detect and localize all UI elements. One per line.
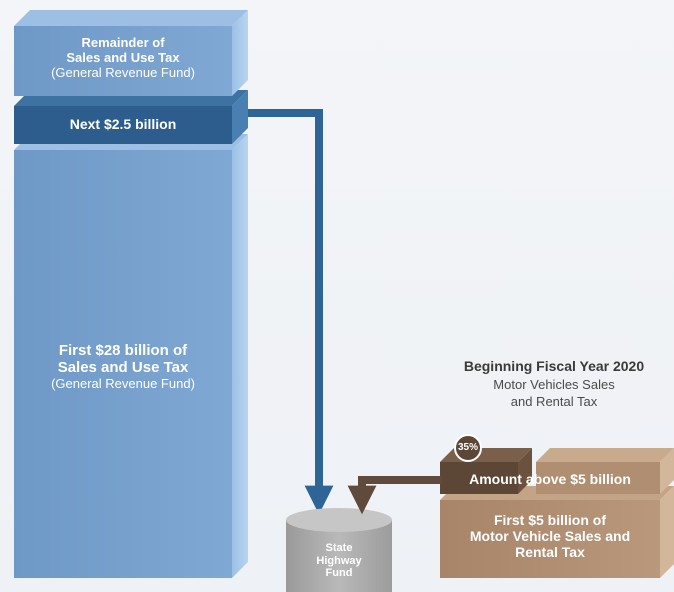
first-28-line3: (General Revenue Fund) bbox=[51, 375, 195, 391]
fund-line1: State bbox=[325, 542, 353, 554]
next-2-5-billion-label: Next $2.5 billion bbox=[14, 116, 232, 132]
first-28-billion-label: First $28 billion of Sales and Use Tax (… bbox=[14, 342, 232, 391]
first-28-billion-block bbox=[14, 134, 248, 578]
motor-vehicle-sub1: Motor Vehicles Sales bbox=[493, 377, 615, 393]
first-28-line2: Sales and Use Tax bbox=[57, 359, 189, 377]
remainder-line2: Sales and Use Tax bbox=[66, 49, 180, 65]
brown-arrow bbox=[347, 476, 442, 515]
motor-vehicle-heading-group: Beginning Fiscal Year 2020 Motor Vehicle… bbox=[436, 358, 672, 410]
remainder-label: Remainder of Sales and Use Tax (General … bbox=[14, 35, 232, 81]
fund-line2: Highway bbox=[316, 554, 362, 567]
percent-badge bbox=[454, 434, 482, 462]
next-label-text: Next $2.5 billion bbox=[69, 116, 177, 132]
next-2-5-billion-block bbox=[14, 90, 248, 144]
percent-badge-label: 35% bbox=[455, 442, 481, 454]
percent-text: 35% bbox=[457, 442, 478, 453]
blue-arrow bbox=[248, 109, 334, 515]
motor-vehicle-sub2: and Rental Tax bbox=[510, 394, 598, 410]
first-5-line3: Rental Tax bbox=[515, 544, 585, 561]
amount-above-text: Amount above $5 billion bbox=[469, 471, 631, 487]
above-remainder-portion bbox=[536, 448, 674, 494]
amount-above-label: Amount above $5 billion bbox=[440, 471, 660, 487]
first-28-line1: First $28 billion of bbox=[58, 342, 188, 359]
first-5-billion-label: First $5 billion of Motor Vehicle Sales … bbox=[440, 512, 660, 560]
state-highway-fund-label: State Highway Fund bbox=[286, 542, 392, 580]
remainder-line3: (General Revenue Fund) bbox=[51, 64, 195, 80]
first-5-line1: First $5 billion of bbox=[493, 512, 606, 528]
beginning-fy-heading: Beginning Fiscal Year 2020 bbox=[463, 358, 645, 374]
fund-line3: Fund bbox=[325, 567, 353, 580]
remainder-line1: Remainder of bbox=[81, 35, 165, 50]
remainder-block bbox=[14, 10, 248, 96]
first-5-line2: Motor Vehicle Sales and bbox=[469, 528, 631, 545]
